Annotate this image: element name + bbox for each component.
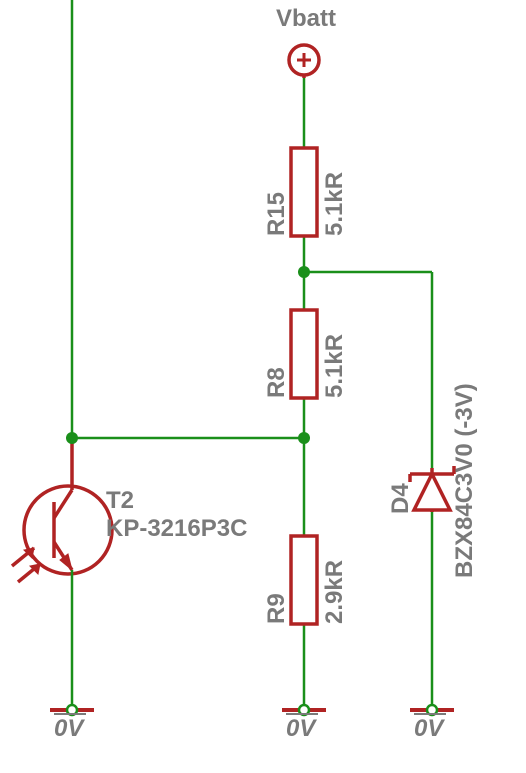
value-R8: 5.1kR (321, 334, 348, 398)
gnd-2: 0V (410, 705, 454, 742)
gnd-label-1: 0V (286, 715, 317, 742)
gnd-label-0: 0V (54, 715, 85, 742)
vbatt-label: Vbatt (276, 5, 336, 32)
refdes-D4: D4 (387, 483, 414, 514)
gnd-label-2: 0V (414, 715, 445, 742)
refdes-R15: R15 (263, 192, 290, 236)
resistor-R8: R8 5.1kR (263, 310, 348, 398)
resistor-R9: R9 2.9kR (263, 536, 348, 624)
value-D4: BZX84C3V0 (-3V) (451, 383, 478, 578)
gnd-1: 0V (282, 705, 326, 742)
resistor-R15: R15 5.1kR (263, 148, 348, 236)
junction-0 (298, 266, 310, 278)
value-T2: KP-3216P3C (106, 515, 247, 542)
phototransistor-T2 (12, 486, 112, 582)
refdes-T2: T2 (106, 487, 134, 514)
value-R9: 2.9kR (321, 560, 348, 624)
value-R15: 5.1kR (321, 172, 348, 236)
junction-2 (66, 432, 78, 444)
refdes-R8: R8 (263, 367, 290, 398)
refdes-R9: R9 (263, 593, 290, 624)
junction-1 (298, 432, 310, 444)
gnd-0: 0V (50, 705, 94, 742)
